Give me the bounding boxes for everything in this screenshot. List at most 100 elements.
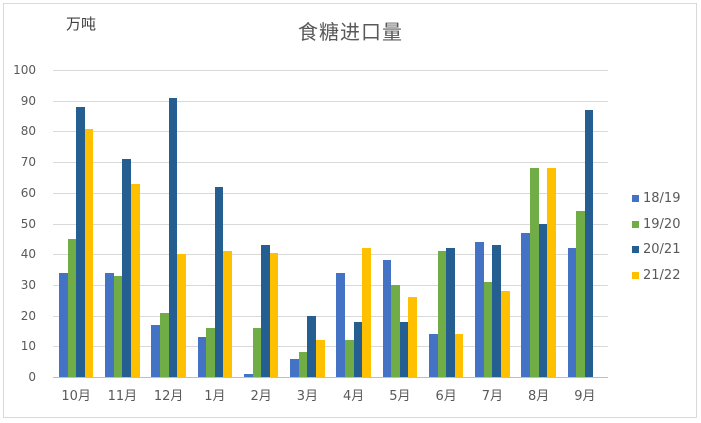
gridline	[53, 284, 608, 286]
bar	[243, 373, 253, 377]
x-tick-label: 7月	[481, 389, 504, 404]
x-tick-label: 2月	[250, 389, 272, 404]
chart-title: 食糖进口量	[298, 20, 403, 44]
legend-item: 19/20	[632, 212, 680, 238]
gridline	[53, 100, 608, 102]
bar	[399, 321, 409, 377]
y-tick-label: 40	[20, 247, 36, 262]
bar	[547, 168, 556, 377]
bar	[500, 291, 510, 377]
x-axis-line	[53, 377, 608, 378]
gridline	[53, 70, 608, 71]
unit-label: 万吨	[66, 15, 97, 33]
bar	[336, 272, 346, 377]
bar-group	[521, 70, 556, 377]
y-tick-label: 80	[20, 124, 36, 139]
bar	[492, 245, 501, 377]
bar	[76, 106, 85, 377]
gridline	[53, 131, 608, 133]
y-tick-label: 100	[13, 63, 36, 77]
bar	[252, 327, 262, 377]
bar	[223, 251, 233, 377]
x-tick-label: 4月	[342, 389, 365, 404]
bar	[151, 324, 161, 377]
bar	[454, 334, 464, 377]
legend-item: 21/22	[632, 263, 680, 289]
bar-group	[428, 70, 464, 377]
bar-group	[151, 70, 186, 377]
y-tick-label: 0	[28, 370, 36, 384]
bar	[122, 159, 131, 377]
x-tick-label: 11月	[107, 389, 138, 404]
legend-swatch-icon	[632, 246, 639, 254]
legend: 18/19 19/20 20/21 21/22	[632, 186, 680, 288]
bar-group	[243, 70, 279, 377]
bar	[530, 168, 539, 377]
legend-item: 18/19	[632, 186, 680, 212]
x-tick-label: 1月	[204, 389, 226, 404]
legend-label: 19/20	[643, 216, 681, 232]
bar-group	[105, 70, 140, 377]
bar	[105, 272, 114, 377]
bar	[428, 334, 438, 377]
bar	[391, 284, 400, 377]
bar	[84, 128, 94, 377]
x-tick-label: 5月	[389, 389, 411, 404]
bar	[160, 312, 169, 377]
gridline	[53, 346, 608, 348]
bar	[382, 260, 392, 377]
y-tick-label: 50	[20, 216, 36, 231]
legend-label: 18/19	[643, 191, 681, 207]
bar	[446, 248, 455, 377]
bar-group	[567, 70, 602, 377]
bar	[584, 109, 594, 377]
bar	[67, 238, 77, 377]
bar	[538, 223, 548, 377]
bar-group	[475, 70, 510, 377]
gridline	[53, 162, 608, 164]
x-tick-label: 12月	[153, 389, 184, 404]
bar	[437, 251, 447, 377]
bar	[521, 232, 531, 377]
y-tick-label: 10	[20, 339, 36, 354]
legend-label: 21/22	[643, 267, 681, 283]
bar	[168, 97, 178, 377]
y-tick-label: 30	[20, 277, 36, 292]
bar	[113, 275, 123, 377]
bar	[269, 252, 279, 377]
bar	[315, 340, 325, 377]
bar	[197, 337, 207, 377]
bar	[353, 321, 363, 377]
bar	[177, 254, 186, 377]
bar-group	[58, 70, 94, 377]
y-tick-label: 90	[20, 93, 36, 108]
bar	[58, 272, 68, 377]
gridline	[53, 254, 608, 256]
bar	[298, 352, 308, 377]
bar	[576, 211, 585, 377]
gridline	[53, 223, 608, 225]
legend-item: 20/21	[632, 237, 680, 263]
y-tick-label: 70	[20, 155, 36, 170]
y-tick-label: 20	[20, 308, 36, 323]
bar	[483, 281, 493, 377]
bar-group	[197, 70, 233, 377]
bar	[475, 241, 484, 377]
bar	[307, 315, 316, 377]
y-tick-label: 60	[20, 185, 36, 200]
gridline	[53, 192, 608, 194]
x-tick-label: 9月	[574, 389, 596, 404]
bar	[290, 358, 299, 377]
bar	[408, 297, 418, 377]
bar	[345, 340, 354, 377]
bar-group	[290, 70, 325, 377]
legend-label: 20/21	[643, 242, 681, 258]
bar-group	[336, 70, 371, 377]
bar	[214, 186, 224, 377]
x-tick-label: 10月	[61, 389, 91, 404]
x-tick-label: 6月	[435, 389, 457, 404]
legend-swatch-icon	[632, 195, 639, 203]
legend-swatch-icon	[632, 220, 639, 228]
x-tick-label: 3月	[296, 389, 319, 404]
bar	[206, 327, 215, 377]
